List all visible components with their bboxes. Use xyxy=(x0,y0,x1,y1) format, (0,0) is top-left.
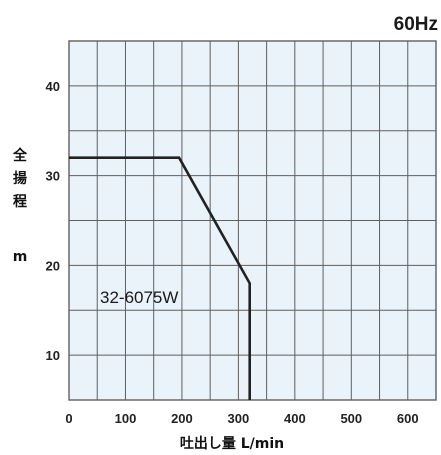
x-tick-label: 200 xyxy=(171,411,193,426)
y-axis-title-char-1: 全 xyxy=(12,147,28,164)
y-axis-unit: m xyxy=(13,249,28,265)
frequency-label: 60Hz xyxy=(394,14,438,35)
x-axis-title: 吐出し量 L/min xyxy=(180,435,284,452)
y-tick-label: 40 xyxy=(46,79,60,94)
x-tick-labels: 0 100 200 300 400 500 600 xyxy=(65,411,418,426)
y-tick-label: 30 xyxy=(46,169,60,184)
y-tick-labels: 10 20 30 40 xyxy=(46,79,60,363)
y-axis-title-char-2: 揚 xyxy=(13,170,27,187)
x-tick-label: 500 xyxy=(340,411,362,426)
y-tick-label: 20 xyxy=(46,258,60,273)
x-tick-label: 0 xyxy=(65,411,72,426)
series-label: 32-6075W xyxy=(100,288,178,307)
x-tick-label: 600 xyxy=(397,411,419,426)
y-axis-title-char-3: 程 xyxy=(13,194,27,210)
y-tick-label: 10 xyxy=(46,348,60,363)
series-line-32-6075W xyxy=(69,156,251,400)
grid-lines xyxy=(69,41,436,400)
x-tick-label: 100 xyxy=(115,411,137,426)
x-tick-label: 400 xyxy=(284,411,306,426)
x-tick-label: 300 xyxy=(228,411,250,426)
